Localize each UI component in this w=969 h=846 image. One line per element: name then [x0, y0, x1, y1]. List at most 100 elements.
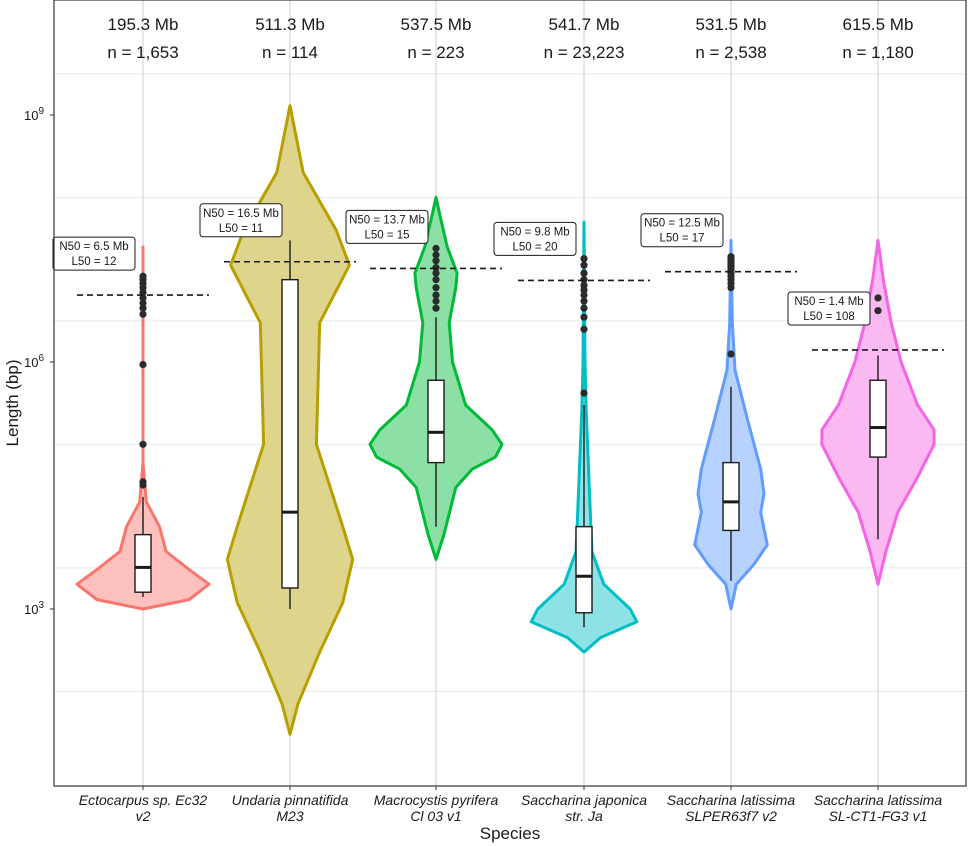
outlier-point [432, 276, 440, 284]
x-tick-label-line2: SLPER63f7 v2 [685, 808, 777, 824]
n50-text: N50 = 6.5 Mb [59, 241, 128, 253]
assembly-size-label: 511.3 Mb [255, 15, 325, 34]
y-tick-base: 10 [24, 602, 38, 617]
l50-text: L50 = 12 [71, 256, 116, 268]
x-tick-label-line2: SL-CT1-FG3 v1 [829, 808, 928, 824]
y-tick-exponent: 3 [38, 600, 44, 611]
n50-label-box [199, 203, 283, 238]
species-headers: 195.3 Mb n = 1,653 511.3 Mb n = 114 537.5 Mb… [107, 15, 913, 62]
n50-label-box [345, 209, 429, 244]
n50-text: N50 = 9.8 Mb [500, 226, 569, 238]
l50-text: L50 = 20 [512, 241, 557, 253]
l50-text: L50 = 15 [364, 229, 409, 241]
outlier-point [432, 257, 440, 265]
y-tick-label: 103 [24, 600, 44, 617]
y-tick-exponent: 6 [38, 353, 44, 364]
outlier-point [139, 478, 147, 486]
l50-text: L50 = 17 [659, 233, 704, 245]
outlier-point [139, 299, 147, 307]
l50-text: L50 = 11 [219, 223, 263, 235]
contig-count-label: n = 23,223 [544, 43, 625, 62]
n50-label-box [640, 213, 724, 248]
x-tick-label-line1: Saccharina japonica [521, 792, 647, 808]
outlier-point [432, 269, 440, 277]
assembly-size-label: 195.3 Mb [108, 15, 179, 34]
l50-text: L50 = 108 [803, 311, 854, 323]
outlier-point [727, 253, 735, 261]
outlier-point [580, 313, 588, 321]
violins: N50 = 6.5 Mb L50 = 12 N50 = 16.5 Mb L50 = 1… [52, 104, 944, 736]
x-tick-label-line2: v2 [136, 808, 151, 824]
outlier-point [874, 307, 882, 315]
n50-text: N50 = 12.5 Mb [644, 218, 720, 230]
plot-border [53, 0, 967, 787]
contig-count-label: n = 2,538 [695, 43, 766, 62]
violin-group: N50 = 13.7 Mb L50 = 15 [345, 195, 504, 561]
box [281, 278, 299, 589]
n50-label-box [787, 291, 871, 326]
x-tick-label-line2: str. Ja [565, 808, 603, 824]
outlier-point [580, 281, 588, 290]
y-tick-base: 10 [24, 355, 38, 370]
n50-label-box [52, 236, 136, 271]
outlier-point [139, 272, 147, 280]
contig-count-label: n = 1,180 [842, 43, 913, 62]
outlier-point [139, 294, 147, 302]
outlier-point [580, 304, 588, 312]
assembly-size-label: 531.5 Mb [696, 15, 767, 34]
x-axis-title: Species [480, 824, 540, 843]
outlier-point [432, 244, 440, 252]
outlier-point [874, 294, 882, 302]
contig-count-label: n = 223 [407, 43, 464, 62]
x-tick-label-line1: Macrocystis pyrifera [374, 792, 499, 808]
violin-group: N50 = 12.5 Mb L50 = 17 [640, 213, 797, 611]
x-tick-label-line1: Ectocarpus sp. Ec32 [79, 792, 208, 808]
box [575, 525, 593, 614]
n50-text: N50 = 16.5 Mb [203, 208, 279, 220]
outlier-point [580, 291, 588, 299]
contig-count-label: n = 1,653 [107, 43, 178, 62]
x-tick-label-line2: Cl 03 v1 [410, 808, 461, 824]
y-axis-title: Length (bp) [3, 360, 22, 447]
outlier-point [432, 284, 440, 292]
n50-text: N50 = 1.4 Mb [794, 296, 863, 308]
y-tick-label: 106 [24, 353, 44, 370]
plot-panel [54, 0, 966, 786]
outlier-point [139, 360, 147, 369]
outlier-point [432, 297, 440, 305]
box [869, 379, 887, 458]
violin-group: N50 = 6.5 Mb L50 = 12 [52, 236, 211, 611]
outlier-point [432, 291, 440, 299]
y-tick-exponent: 9 [38, 106, 44, 117]
outlier-point [580, 325, 588, 333]
box [427, 379, 445, 464]
violin-group: N50 = 16.5 Mb L50 = 11 [199, 104, 356, 736]
outlier-point [580, 269, 588, 277]
outlier-point [432, 251, 440, 259]
x-tick-label-line1: Undaria pinnatifida [232, 792, 349, 808]
y-tick-label: 109 [24, 106, 44, 123]
box [134, 533, 152, 593]
outlier-point [580, 255, 588, 263]
n50-text: N50 = 13.7 Mb [349, 214, 425, 226]
outlier-point [727, 350, 735, 358]
assembly-size-label: 541.7 Mb [549, 15, 620, 34]
outlier-point [580, 389, 588, 397]
assembly-size-label: 615.5 Mb [843, 15, 914, 34]
outlier-point [139, 310, 147, 318]
outlier-point [580, 297, 588, 305]
x-tick-label-line1: Saccharina latissima [814, 792, 943, 808]
violin-group: N50 = 1.4 Mb L50 = 108 [787, 238, 944, 586]
n50-label-box [493, 221, 577, 256]
outlier-point [139, 440, 147, 448]
outlier-point [432, 304, 440, 312]
box [722, 461, 740, 532]
y-tick-base: 10 [24, 108, 38, 123]
x-tick-label-line1: Saccharina latissima [667, 792, 796, 808]
outlier-point [139, 304, 147, 312]
violin-group: N50 = 9.8 Mb L50 = 20 [493, 220, 650, 654]
outlier-point [580, 261, 588, 269]
